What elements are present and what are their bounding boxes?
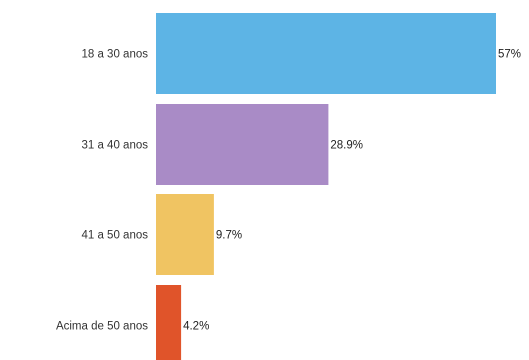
- bar-3: [156, 194, 214, 275]
- category-label-4: Acima de 50 anos: [56, 321, 148, 333]
- value-label-3: 9.7%: [216, 230, 242, 242]
- bars-group: [156, 13, 496, 360]
- bar-4: [156, 285, 182, 360]
- bar-1: [156, 13, 496, 94]
- bar-2: [156, 104, 329, 185]
- category-label-2: 31 a 40 anos: [81, 140, 148, 152]
- value-labels-group: 57% 28.9% 9.7% 4.2%: [183, 49, 521, 333]
- category-label-1: 18 a 30 anos: [81, 49, 148, 61]
- value-label-1: 57%: [498, 49, 521, 61]
- value-label-2: 28.9%: [330, 140, 363, 152]
- category-label-3: 41 a 50 anos: [81, 230, 148, 242]
- category-labels-group: 18 a 30 anos 31 a 40 anos 41 a 50 anos Acim…: [56, 49, 148, 333]
- value-label-4: 4.2%: [183, 321, 209, 333]
